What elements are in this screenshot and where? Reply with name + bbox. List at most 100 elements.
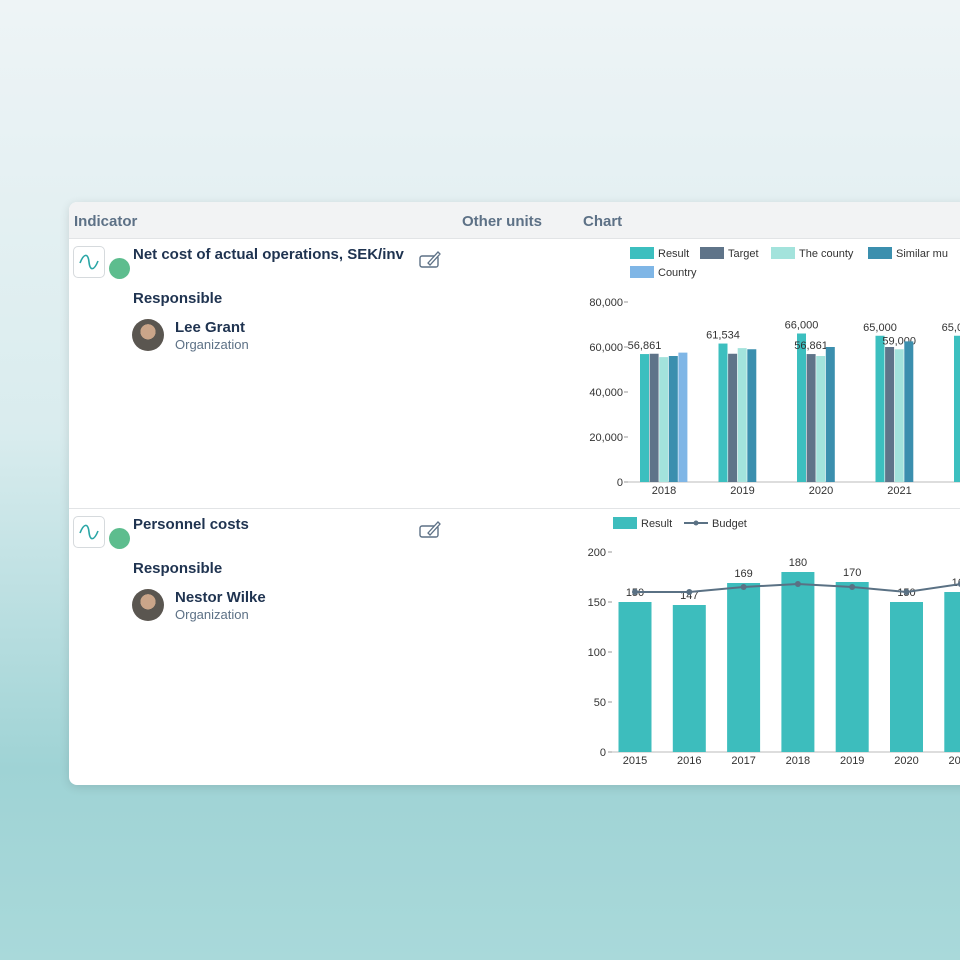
table-header: Indicator Other units Chart [69,202,960,239]
bar [640,354,649,482]
bar [797,333,806,482]
data-label: 180 [789,557,807,569]
organization: Organization [175,607,249,622]
edit-button[interactable] [419,250,441,270]
bar [806,354,816,482]
bar [954,335,960,482]
bar [659,357,669,482]
legend-swatch [771,247,795,259]
bar [904,341,914,482]
x-tick-label: 2020 [809,485,833,497]
x-tick-label: 2019 [730,485,754,497]
legend-label: Similar mu [896,248,948,260]
bar [618,602,652,752]
legend-label: The county [799,248,854,260]
indicator-table: Indicator Other units Chart Net cost of … [69,202,960,785]
person-name: Lee Grant [175,319,246,336]
bar [890,602,923,752]
legend-swatch [693,520,699,526]
x-tick-label: 2020 [894,755,918,767]
bar [718,343,728,482]
line-point [794,581,801,587]
bar [678,352,688,482]
indicator-title: Net cost of actual operations, SEK/inv [133,246,404,263]
data-label: 66,000 [785,320,819,332]
edit-button[interactable] [419,520,441,540]
legend-swatch [630,266,654,278]
bar [885,347,895,482]
header-cell: Indicator [74,213,138,230]
indicator-title: Personnel costs [133,516,249,533]
responsible-label: Responsible [133,560,223,577]
y-tick-label: 0 [600,747,606,759]
data-label: 160 [952,577,960,589]
bar [816,356,826,482]
status-dot [109,258,130,279]
data-label: 61,534 [706,330,740,342]
bar [835,582,869,752]
line-point [686,589,693,595]
person-name: Nestor Wilke [175,589,266,606]
x-tick-label: 2017 [731,755,755,767]
data-label: 170 [843,567,861,579]
avatar [132,589,164,621]
x-tick-label: 2021 [949,755,960,767]
y-tick-label: 50 [594,697,606,709]
y-tick-label: 150 [588,597,606,609]
x-tick-label: 2021 [887,485,911,497]
y-tick-label: 100 [588,647,606,659]
avatar [132,319,164,351]
legend-label: Result [641,518,672,530]
status-dot [109,528,130,549]
bar [825,347,835,482]
row-divider [69,508,960,509]
header-cell: Chart [583,213,623,230]
bar [737,348,747,482]
line-point [957,581,960,587]
bar [668,356,678,482]
bar [747,349,757,482]
bar [649,353,659,482]
bar [944,592,960,752]
x-tick-label: 2018 [652,485,676,497]
legend-label: Country [658,267,697,279]
y-tick-label: 0 [617,477,623,489]
legend-swatch [613,517,637,529]
bar [894,349,904,482]
bar [728,353,738,482]
trend-icon[interactable] [73,516,105,548]
bar [875,335,885,482]
y-tick-label: 20,000 [589,432,623,444]
x-tick-label: 2019 [840,755,864,767]
x-tick-label: 2018 [786,755,810,767]
line-point [849,584,856,590]
data-label: 65,000 [863,322,897,334]
x-tick-label: 2015 [623,755,647,767]
y-tick-label: 200 [588,547,606,559]
legend-label: Budget [712,518,747,530]
data-label: 169 [734,568,752,580]
data-label: 65,000 [942,322,960,334]
bar [781,572,815,752]
responsible-label: Responsible [133,290,223,307]
line-point [740,584,747,590]
data-label: 56,861 [794,340,828,352]
legend-swatch [868,247,892,259]
y-tick-label: 80,000 [589,297,623,309]
header-cell: Other units [462,213,543,230]
bar [672,605,706,752]
legend-label: Target [728,248,759,260]
data-label: 56,861 [628,340,662,352]
legend-label: Result [658,248,689,260]
x-tick-label: 2016 [677,755,701,767]
bar [727,583,761,752]
legend-swatch [700,247,724,259]
line-point [632,589,638,595]
trend-icon[interactable] [73,246,105,278]
organization: Organization [175,337,249,352]
line-point [903,589,910,595]
y-tick-label: 40,000 [589,387,623,399]
y-tick-label: 60,000 [589,342,623,354]
